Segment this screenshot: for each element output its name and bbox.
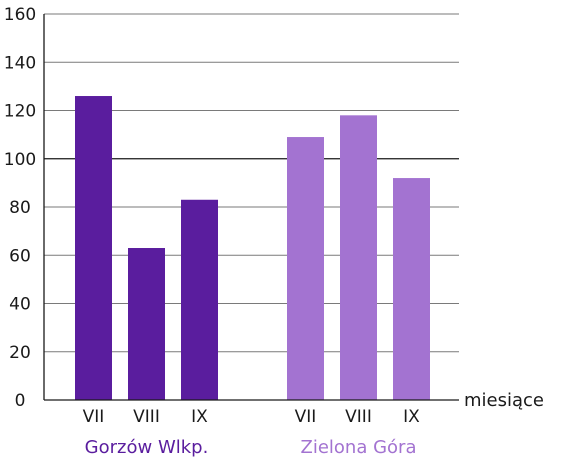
bar-zielona-g-ra-viii xyxy=(340,115,377,400)
x-axis-category-labels: VII VIII IX VII VIII IX xyxy=(83,407,421,427)
y-tick-label-120: 120 xyxy=(4,102,36,122)
group-labels: Gorzów Wlkp. Zielona Góra xyxy=(85,437,417,458)
y-axis-ticks: 0 20 40 60 80 100 120 140 160 xyxy=(4,5,36,411)
y-tick-label-60: 60 xyxy=(9,246,31,266)
x-tick-label-vii: VII xyxy=(83,407,105,427)
x-tick-label-vii: VII xyxy=(295,407,317,427)
y-tick-label-100: 100 xyxy=(4,150,36,170)
y-tick-label-160: 160 xyxy=(4,5,36,25)
gridlines xyxy=(44,13,459,353)
x-tick-label-ix: IX xyxy=(403,407,420,427)
x-tick-label-viii: VIII xyxy=(345,407,372,427)
bar-gorz-w-wlkp-vii xyxy=(75,96,112,401)
bar-zielona-g-ra-vii xyxy=(287,137,324,400)
bars xyxy=(75,96,430,401)
x-tick-label-ix: IX xyxy=(191,407,208,427)
x-tick-label-viii: VIII xyxy=(133,407,160,427)
bar-zielona-g-ra-ix xyxy=(393,178,430,400)
y-tick-label-20: 20 xyxy=(9,343,31,363)
group-label-gorz-w-wlkp: Gorzów Wlkp. xyxy=(85,437,209,458)
y-tick-label-40: 40 xyxy=(9,295,31,315)
y-tick-label-80: 80 xyxy=(9,198,31,218)
x-axis-label: miesiące xyxy=(464,390,544,411)
bar-gorz-w-wlkp-viii xyxy=(128,248,165,400)
bar-gorz-w-wlkp-ix xyxy=(181,199,218,400)
y-tick-label-0: 0 xyxy=(15,391,26,411)
y-tick-label-140: 140 xyxy=(4,53,36,73)
group-label-zielona-g-ra: Zielona Góra xyxy=(301,437,417,458)
